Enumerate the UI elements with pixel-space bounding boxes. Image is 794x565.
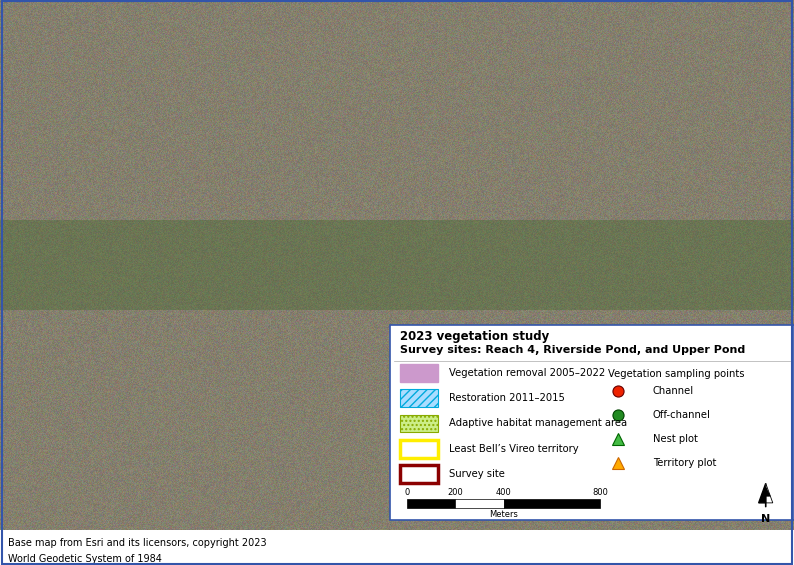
Text: Meters: Meters bbox=[489, 510, 518, 519]
Text: Least Bell’s Vireo territory: Least Bell’s Vireo territory bbox=[449, 444, 578, 454]
Bar bbox=[455, 499, 503, 508]
Text: Restoration 2011–2015: Restoration 2011–2015 bbox=[449, 393, 565, 403]
Bar bbox=[400, 415, 438, 432]
Bar bbox=[400, 389, 438, 407]
Text: 400: 400 bbox=[495, 488, 511, 497]
Text: Vegetation removal 2005–2022: Vegetation removal 2005–2022 bbox=[449, 368, 605, 378]
Text: Vegetation sampling points: Vegetation sampling points bbox=[608, 369, 745, 379]
Text: Off-channel: Off-channel bbox=[653, 410, 711, 420]
Bar bbox=[503, 499, 600, 508]
Polygon shape bbox=[765, 484, 773, 503]
Text: 800: 800 bbox=[592, 488, 608, 497]
Text: Channel: Channel bbox=[653, 386, 694, 396]
Text: Adaptive habitat management area: Adaptive habitat management area bbox=[449, 419, 626, 428]
Polygon shape bbox=[758, 484, 765, 503]
Bar bbox=[400, 466, 438, 483]
Text: 2023 vegetation study: 2023 vegetation study bbox=[400, 330, 549, 343]
Text: N: N bbox=[761, 514, 770, 524]
Text: 0: 0 bbox=[404, 488, 410, 497]
Text: World Geodetic System of 1984: World Geodetic System of 1984 bbox=[8, 554, 162, 564]
Bar bbox=[400, 364, 438, 381]
Text: 200: 200 bbox=[447, 488, 463, 497]
Bar bbox=[400, 440, 438, 458]
Text: Survey site: Survey site bbox=[449, 469, 504, 479]
Text: Territory plot: Territory plot bbox=[653, 458, 716, 468]
Text: Survey sites: Reach 4, Riverside Pond, and Upper Pond: Survey sites: Reach 4, Riverside Pond, a… bbox=[400, 345, 746, 355]
Bar bbox=[407, 499, 455, 508]
Text: Nest plot: Nest plot bbox=[653, 434, 697, 444]
Text: Base map from Esri and its licensors, copyright 2023: Base map from Esri and its licensors, co… bbox=[8, 538, 267, 547]
